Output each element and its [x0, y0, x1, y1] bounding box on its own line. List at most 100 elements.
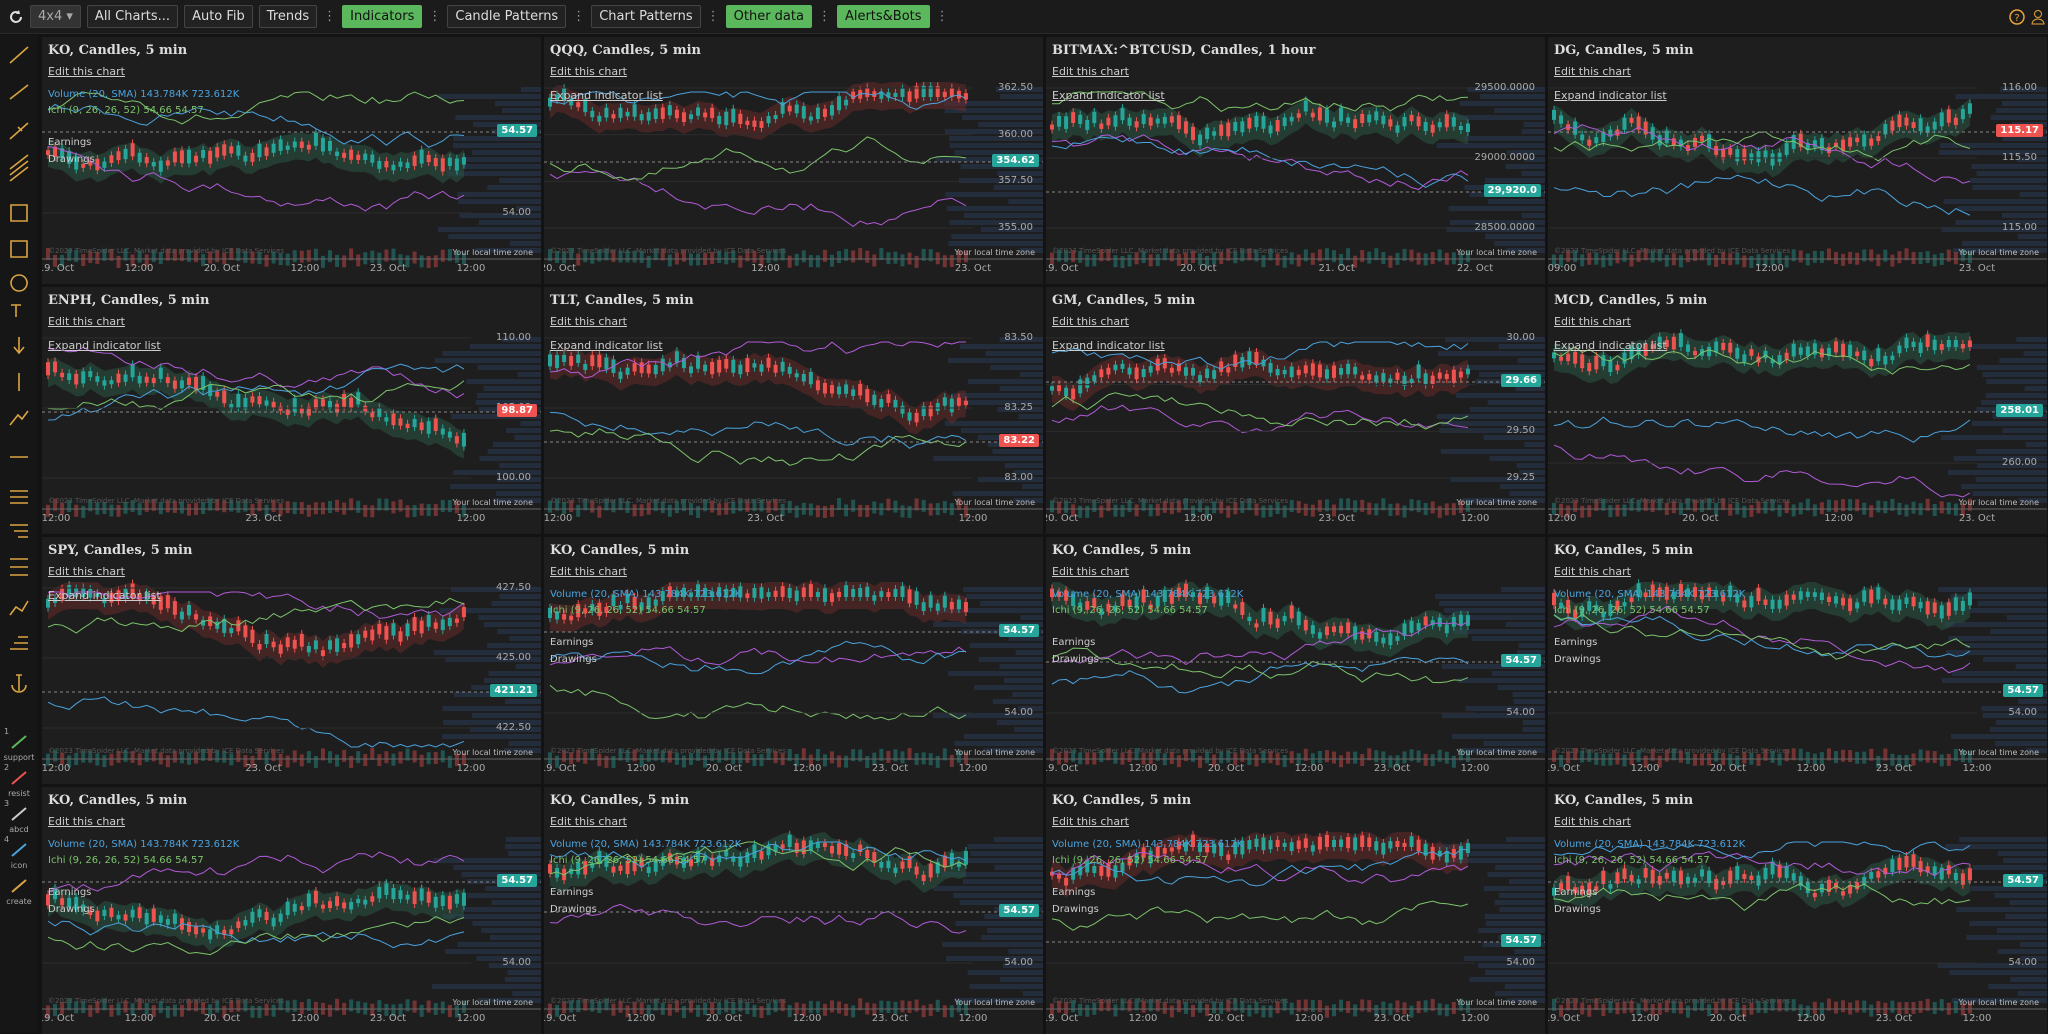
help-user-icons[interactable]: ?: [2008, 8, 2048, 26]
edit-link[interactable]: Edit this chart: [1052, 315, 1129, 328]
tool-icon[interactable]: [9, 410, 29, 426]
chart-panel[interactable]: TLT, Candles, 5 min Edit this chart Expand…: [544, 287, 1043, 534]
edit-link[interactable]: Edit this chart: [1554, 815, 1631, 828]
edit-link[interactable]: Edit this chart: [48, 815, 125, 828]
menu-dots[interactable]: ⋮: [572, 9, 586, 24]
toolbar-button[interactable]: Other data: [725, 5, 812, 28]
edit-link[interactable]: Edit this chart: [550, 815, 627, 828]
menu-dots[interactable]: ⋮: [428, 9, 442, 24]
toolbar-button[interactable]: Auto Fib: [184, 5, 253, 28]
chart-panel[interactable]: KO, Candles, 5 min Edit this chart Volume …: [1548, 537, 2047, 784]
edit-link[interactable]: Edit this chart: [550, 565, 627, 578]
layout-select[interactable]: 4x4 ▾: [30, 5, 81, 28]
tool-icon[interactable]: [9, 154, 29, 182]
chart-panel[interactable]: KO, Candles, 5 min Edit this chart Volume …: [1046, 787, 1545, 1034]
volume-profile: [1521, 129, 1545, 134]
menu-dots[interactable]: ⋮: [706, 9, 720, 24]
tool-icon[interactable]: [9, 122, 29, 140]
tool-icon[interactable]: [0, 839, 38, 859]
tool-icon[interactable]: [10, 558, 28, 576]
tool-icon[interactable]: [9, 46, 29, 64]
volume-bar: [102, 502, 107, 515]
tool-label[interactable]: abcd: [9, 825, 29, 834]
expand-link[interactable]: Expand indicator list: [48, 589, 161, 602]
expand-link[interactable]: Expand indicator list: [550, 339, 663, 352]
refresh-icon[interactable]: [8, 9, 24, 25]
chart-panel[interactable]: DG, Candles, 5 min Edit this chart Expand …: [1548, 37, 2047, 284]
edit-link[interactable]: Edit this chart: [48, 315, 125, 328]
legend-note: Drawings: [1052, 654, 1099, 665]
menu-dots[interactable]: ⋮: [935, 9, 949, 24]
tool-icon[interactable]: [13, 337, 25, 355]
candle-body: [907, 589, 912, 604]
volume-profile: [1013, 470, 1043, 475]
tool-label[interactable]: resist: [8, 789, 30, 798]
chart-panel[interactable]: KO, Candles, 5 min Edit this chart Volume …: [544, 537, 1043, 784]
edit-link[interactable]: Edit this chart: [1554, 65, 1631, 78]
tool-icon[interactable]: [11, 674, 27, 693]
tool-icon[interactable]: [0, 731, 38, 751]
x-tick-label: 23. Oct: [871, 1013, 909, 1024]
volume-bar: [384, 1003, 389, 1016]
tool-icon[interactable]: [0, 767, 38, 787]
edit-link[interactable]: Edit this chart: [550, 315, 627, 328]
tool-label[interactable]: icon: [10, 861, 28, 870]
chart-panel[interactable]: KO, Candles, 5 min Edit this chart Volume …: [42, 787, 541, 1034]
menu-dots[interactable]: ⋮: [323, 9, 337, 24]
tool-icon[interactable]: [10, 204, 28, 222]
volume-profile: [1969, 178, 2047, 183]
candle-body: [236, 620, 241, 632]
tool-icon[interactable]: [10, 636, 28, 650]
toolbar-button[interactable]: Alerts&Bots: [836, 5, 930, 28]
chart-panel[interactable]: KO, Candles, 5 min Edit this chart Volume …: [1046, 537, 1545, 784]
toolbar-button[interactable]: All Charts...: [86, 5, 179, 28]
toolbar-button[interactable]: Indicators: [342, 5, 423, 28]
expand-link[interactable]: Expand indicator list: [550, 89, 663, 102]
chart-panel[interactable]: MCD, Candles, 5 min Edit this chart Expand…: [1548, 287, 2047, 534]
tool-icon[interactable]: [0, 875, 38, 895]
tool-icon[interactable]: [10, 240, 28, 258]
menu-dots[interactable]: ⋮: [817, 9, 831, 24]
volume-bar: [1458, 998, 1463, 1011]
tool-icon[interactable]: [11, 304, 21, 317]
edit-link[interactable]: Edit this chart: [1554, 315, 1631, 328]
candle-body: [271, 401, 276, 408]
expand-link[interactable]: Expand indicator list: [1554, 339, 1667, 352]
edit-link[interactable]: Edit this chart: [1052, 65, 1129, 78]
chart-panel[interactable]: KO, Candles, 5 min Edit this chart Volume …: [42, 37, 541, 284]
tool-icon[interactable]: [0, 803, 38, 823]
edit-link[interactable]: Edit this chart: [48, 65, 125, 78]
toolbar-button[interactable]: Chart Patterns: [591, 5, 701, 28]
toolbar-button[interactable]: Candle Patterns: [447, 5, 567, 28]
chart-panel[interactable]: BITMAX:^BTCUSD, Candles, 1 hour Edit this…: [1046, 37, 1545, 284]
edit-link[interactable]: Edit this chart: [1052, 565, 1129, 578]
tool-icon[interactable]: [9, 600, 29, 616]
edit-link[interactable]: Edit this chart: [48, 565, 125, 578]
candle-body: [710, 362, 715, 375]
tool-icon[interactable]: [10, 524, 28, 538]
tool-label[interactable]: create: [6, 897, 32, 906]
expand-link[interactable]: Expand indicator list: [48, 339, 161, 352]
toolbar-button[interactable]: Trends: [258, 5, 318, 28]
chart-panel[interactable]: KO, Candles, 5 min Edit this chart Volume …: [1548, 787, 2047, 1034]
edit-link[interactable]: Edit this chart: [550, 65, 627, 78]
expand-link[interactable]: Expand indicator list: [1052, 339, 1165, 352]
candle-body: [1275, 618, 1280, 628]
volume-bar: [1296, 254, 1301, 267]
chart-panel[interactable]: SPY, Candles, 5 min Edit this chart Expand…: [42, 537, 541, 784]
tool-label[interactable]: support: [3, 753, 35, 762]
tool-icon[interactable]: [10, 490, 28, 504]
chart-panel[interactable]: ENPH, Candles, 5 min Edit this chart Expan…: [42, 287, 541, 534]
tool-icon[interactable]: [10, 274, 28, 292]
chart-panel[interactable]: KO, Candles, 5 min Edit this chart Volume …: [544, 787, 1043, 1034]
volume-profile: [964, 734, 1043, 739]
chart-panel[interactable]: GM, Candles, 5 min Edit this chart Expand …: [1046, 287, 1545, 534]
candle-body: [454, 894, 459, 904]
tool-icon[interactable]: [9, 84, 29, 100]
expand-link[interactable]: Expand indicator list: [1554, 89, 1667, 102]
expand-link[interactable]: Expand indicator list: [1052, 89, 1165, 102]
chart-panel[interactable]: QQQ, Candles, 5 min Edit this chart Expand…: [544, 37, 1043, 284]
edit-link[interactable]: Edit this chart: [1052, 815, 1129, 828]
edit-link[interactable]: Edit this chart: [1554, 565, 1631, 578]
volume-profile: [1950, 734, 2047, 739]
